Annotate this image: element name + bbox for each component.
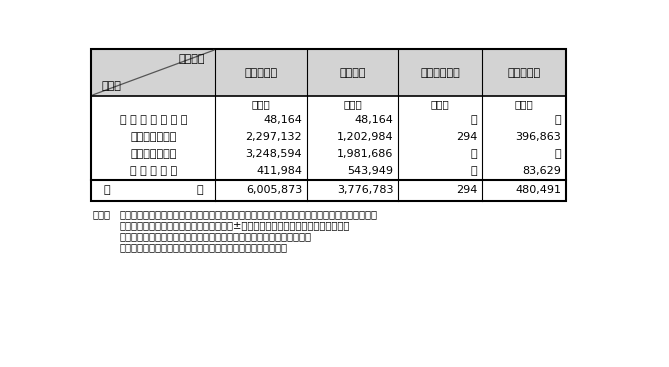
Text: 6,005,873: 6,005,873 xyxy=(246,185,302,195)
Text: 411,984: 411,984 xyxy=(256,166,302,176)
Text: 合: 合 xyxy=(104,185,110,195)
Text: 396,863: 396,863 xyxy=(515,132,561,142)
Bar xyxy=(92,112,215,129)
Bar xyxy=(215,129,307,146)
Bar xyxy=(398,146,482,163)
Text: 国　　費: 国 費 xyxy=(339,68,366,77)
Text: 科 学 技 術 の 研 究: 科 学 技 術 の 研 究 xyxy=(120,115,187,125)
Bar xyxy=(215,97,307,112)
Text: 48,164: 48,164 xyxy=(264,115,302,125)
Bar xyxy=(92,49,566,201)
Bar xyxy=(398,163,482,179)
Bar xyxy=(482,146,566,163)
Bar xyxy=(307,163,398,179)
Bar xyxy=(482,129,566,146)
Text: 480,491: 480,491 xyxy=(515,185,561,195)
Bar xyxy=(307,49,398,97)
Bar xyxy=(215,179,307,201)
Bar xyxy=(92,49,215,97)
Text: 百万円: 百万円 xyxy=(252,99,270,109)
Text: 3,776,783: 3,776,783 xyxy=(337,185,393,195)
Bar xyxy=(92,163,215,179)
Text: １　政府の一般会計と特別会計との間及び政府関係機関との間の重複計数を除いたものである。: １ 政府の一般会計と特別会計との間及び政府関係機関との間の重複計数を除いたもので… xyxy=(119,209,377,219)
Bar xyxy=(307,129,398,146)
Text: －: － xyxy=(471,166,477,176)
Text: －: － xyxy=(555,115,561,125)
Text: 公団等支出額: 公団等支出額 xyxy=(420,68,460,77)
Bar xyxy=(482,112,566,129)
Bar xyxy=(92,146,215,163)
Text: ２　国費は，当初予算＋予備費＋補正予算±流用により計算した補正後予算である。: ２ 国費は，当初予算＋予備費＋補正予算±流用により計算した補正後予算である。 xyxy=(119,220,350,230)
Text: 百万円: 百万円 xyxy=(514,99,533,109)
Text: 3,248,594: 3,248,594 xyxy=(246,149,302,159)
Text: 融資実行額: 融資実行額 xyxy=(507,68,541,77)
Text: 48,164: 48,164 xyxy=(355,115,393,125)
Text: 災 害 復 旧 等: 災 害 復 旧 等 xyxy=(130,166,177,176)
Bar xyxy=(398,49,482,97)
Text: 災　害　予　防: 災 害 予 防 xyxy=(130,132,177,142)
Text: 543,949: 543,949 xyxy=(348,166,393,176)
Text: 294: 294 xyxy=(456,132,477,142)
Text: 項　目: 項 目 xyxy=(102,81,122,91)
Bar xyxy=(307,146,398,163)
Text: 国　土　保　全: 国 土 保 全 xyxy=(130,149,177,159)
Text: 294: 294 xyxy=(456,185,477,195)
Bar xyxy=(482,49,566,97)
Text: 予算額等: 予算額等 xyxy=(179,54,205,65)
Bar xyxy=(215,112,307,129)
Text: （注）: （注） xyxy=(93,209,111,219)
Bar xyxy=(307,112,398,129)
Bar xyxy=(215,146,307,163)
Bar xyxy=(92,179,215,201)
Bar xyxy=(482,163,566,179)
Bar xyxy=(482,179,566,201)
Bar xyxy=(398,112,482,129)
Bar xyxy=(215,163,307,179)
Text: 83,629: 83,629 xyxy=(522,166,561,176)
Bar xyxy=(398,129,482,146)
Text: －: － xyxy=(471,115,477,125)
Text: 2,297,132: 2,297,132 xyxy=(246,132,302,142)
Text: －: － xyxy=(555,149,561,159)
Bar xyxy=(307,97,398,112)
Text: －: － xyxy=(471,149,477,159)
Text: 計: 計 xyxy=(196,185,203,195)
Text: ３　各項目及び合計はそれぞれ百万円未満を四捨五入した数値である。: ３ 各項目及び合計はそれぞれ百万円未満を四捨五入した数値である。 xyxy=(119,231,311,241)
Bar xyxy=(398,97,482,112)
Bar xyxy=(92,129,215,146)
Text: 百万円: 百万円 xyxy=(431,99,450,109)
Text: 事　業　費: 事 業 費 xyxy=(245,68,278,77)
Bar xyxy=(398,179,482,201)
Bar xyxy=(307,179,398,201)
Bar xyxy=(482,97,566,112)
Text: 百万円: 百万円 xyxy=(343,99,362,109)
Text: ４　単位未満四捨五入のため合計と一致しないところがある。: ４ 単位未満四捨五入のため合計と一致しないところがある。 xyxy=(119,242,287,252)
Text: 1,981,686: 1,981,686 xyxy=(337,149,393,159)
Text: 1,202,984: 1,202,984 xyxy=(337,132,393,142)
Bar xyxy=(92,97,215,112)
Bar xyxy=(215,49,307,97)
